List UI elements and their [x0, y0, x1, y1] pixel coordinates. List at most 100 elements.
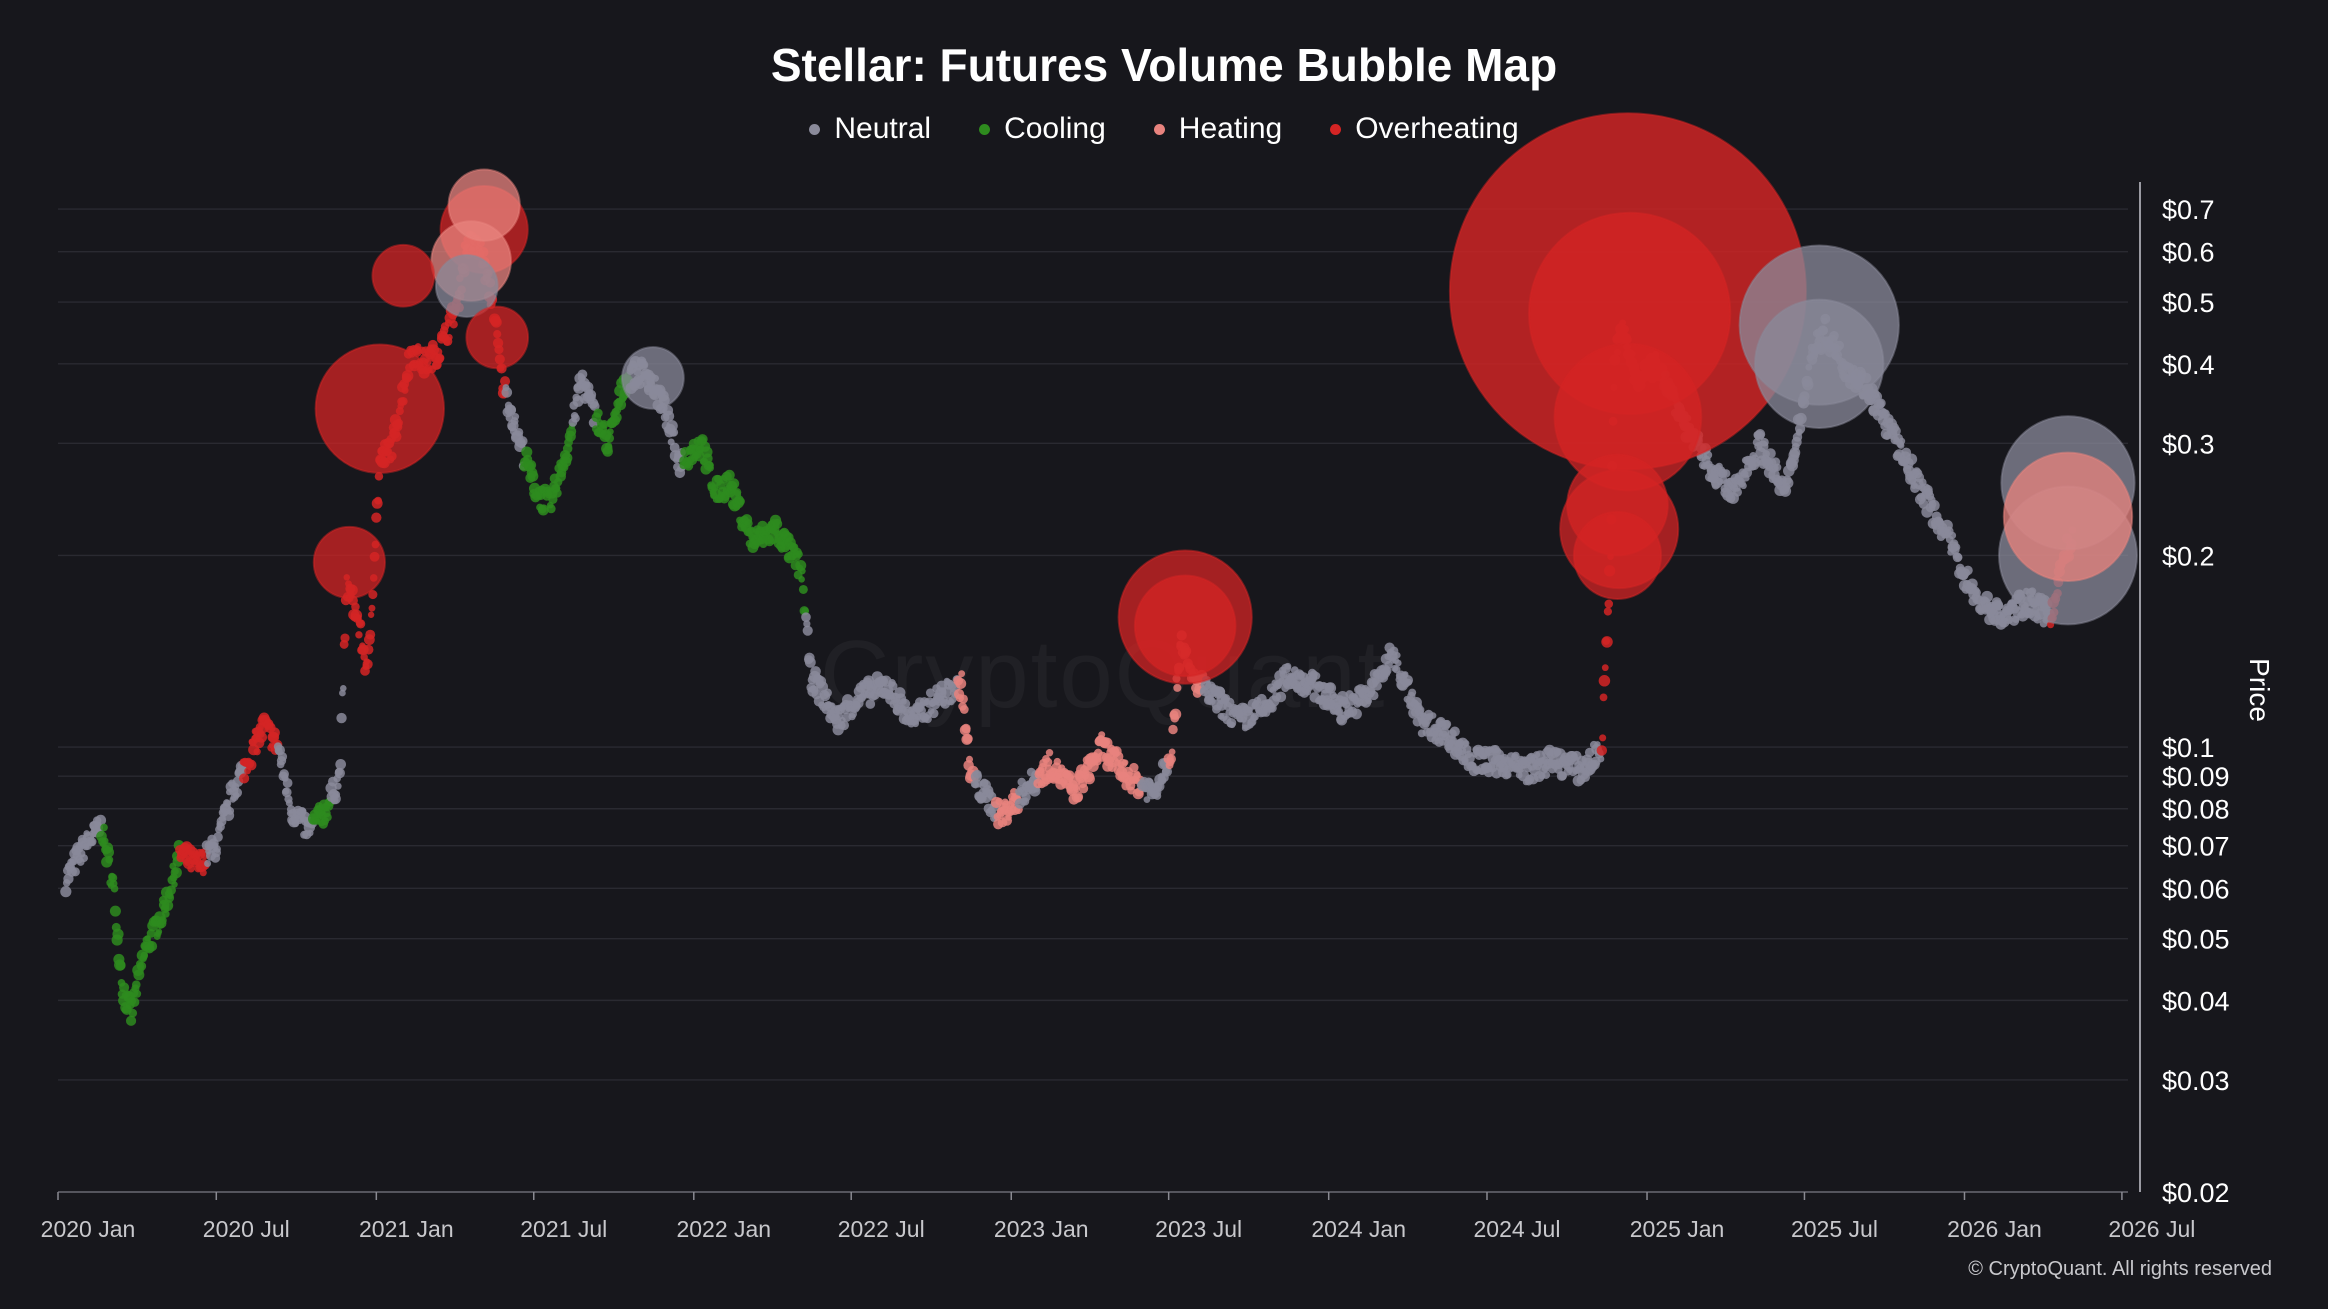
price-point-neutral [1952, 543, 1961, 551]
x-tick-label: 2026 Jul [2108, 1216, 2195, 1242]
y-tick-label: $0.09 [2162, 762, 2230, 792]
price-point-neutral [589, 401, 600, 411]
price-point-cooling [110, 884, 119, 893]
price-point-heating [1166, 754, 1176, 764]
price-point-cooling [131, 980, 141, 990]
price-point-cooling [527, 470, 539, 482]
price-point-neutral [802, 625, 813, 636]
price-point-neutral [1928, 499, 1940, 512]
price-point-neutral [662, 410, 675, 422]
price-point-cooling [706, 464, 714, 472]
price-point-neutral [1732, 487, 1742, 497]
price-point-neutral [839, 720, 850, 731]
price-point-heating [1168, 724, 1178, 735]
price-point-overheating [351, 602, 360, 612]
price-point-overheating [1603, 607, 1612, 616]
volume-bubble-overheating [314, 343, 445, 474]
price-point-cooling [521, 446, 533, 458]
price-point-neutral [1740, 482, 1747, 490]
price-point-heating [958, 694, 968, 704]
price-point-cooling [561, 452, 573, 464]
price-point-heating [1113, 751, 1124, 762]
x-tick-label: 2024 Jan [1311, 1216, 1406, 1242]
price-point-overheating [449, 320, 458, 329]
price-point-overheating [1599, 734, 1607, 742]
price-point-neutral [803, 620, 811, 628]
x-tick-label: 2023 Jan [994, 1216, 1089, 1242]
price-point-cooling [728, 478, 740, 490]
price-point-overheating [365, 629, 376, 640]
price-point-overheating [368, 604, 376, 612]
price-point-cooling [798, 576, 805, 583]
price-point-heating [1078, 783, 1089, 794]
price-point-overheating [253, 748, 261, 756]
price-point-cooling [724, 469, 735, 481]
volume-bubble-overheating [1572, 510, 1663, 601]
y-tick-label: $0.1 [2162, 733, 2215, 763]
legend-item-neutral[interactable]: Neutral [809, 112, 931, 146]
volume-bubble-heating [2002, 451, 2134, 582]
y-tick-label: $0.04 [2162, 986, 2230, 1016]
price-point-cooling [798, 584, 808, 594]
volume-bubble-overheating [371, 243, 436, 308]
x-tick-label: 2024 Jul [1474, 1216, 1561, 1242]
price-point-neutral [571, 414, 580, 423]
price-point-cooling [795, 550, 803, 559]
price-point-overheating [245, 759, 257, 771]
y-tick-label: $0.2 [2162, 541, 2215, 571]
price-point-overheating [368, 590, 378, 600]
y-axis-title: Price [2244, 658, 2275, 722]
price-point-neutral [912, 720, 920, 728]
legend-item-overheating[interactable]: Overheating [1330, 112, 1519, 146]
price-point-neutral [306, 829, 314, 837]
price-point-cooling [772, 518, 783, 529]
price-point-neutral [335, 758, 347, 770]
price-point-overheating [1599, 693, 1608, 702]
price-point-neutral [1369, 690, 1379, 701]
price-point-heating [1043, 757, 1053, 767]
price-point-neutral [334, 767, 345, 779]
price-point-heating [1170, 708, 1182, 720]
price-point-neutral [1504, 771, 1512, 779]
price-point-neutral [1905, 453, 1918, 465]
volume-bubble-overheating [465, 305, 530, 370]
price-point-neutral [1597, 755, 1605, 763]
price-point-cooling [604, 442, 613, 450]
price-point-neutral [339, 684, 347, 692]
price-point-cooling [546, 504, 556, 514]
price-point-cooling [157, 916, 167, 925]
x-tick-label: 2026 Jan [1947, 1216, 2042, 1242]
price-point-cooling [744, 519, 753, 528]
price-point-cooling [599, 419, 609, 429]
legend-item-heating[interactable]: Heating [1153, 112, 1282, 146]
price-point-neutral [70, 867, 80, 877]
price-point-neutral [332, 790, 341, 799]
price-point-overheating [446, 334, 453, 341]
price-point-cooling [112, 928, 124, 940]
price-point-neutral [1335, 707, 1344, 716]
price-point-overheating [1601, 636, 1613, 648]
price-point-cooling [146, 940, 158, 952]
price-point-neutral [1981, 590, 1993, 603]
price-point-neutral [285, 799, 293, 807]
price-point-overheating [1604, 599, 1614, 609]
volume-bubble-neutral [621, 346, 685, 410]
price-point-neutral [1372, 681, 1382, 691]
price-point-overheating [374, 472, 384, 481]
price-point-overheating [1598, 675, 1611, 687]
price-point-overheating [340, 633, 350, 643]
price-point-neutral [501, 387, 513, 398]
price-point-neutral [1405, 678, 1413, 686]
price-point-neutral [60, 886, 72, 898]
price-point-neutral [1890, 425, 1901, 437]
price-point-cooling [702, 453, 713, 464]
legend-cooling-label: Cooling [1004, 112, 1106, 145]
legend-item-cooling[interactable]: Cooling [979, 112, 1106, 146]
price-point-cooling [128, 1008, 138, 1018]
price-point-neutral [1351, 708, 1362, 720]
price-point-neutral [511, 413, 520, 421]
price-point-cooling [170, 867, 182, 879]
price-point-cooling [171, 881, 178, 888]
y-tick-label: $0.6 [2162, 238, 2215, 268]
price-point-heating [1168, 748, 1176, 756]
